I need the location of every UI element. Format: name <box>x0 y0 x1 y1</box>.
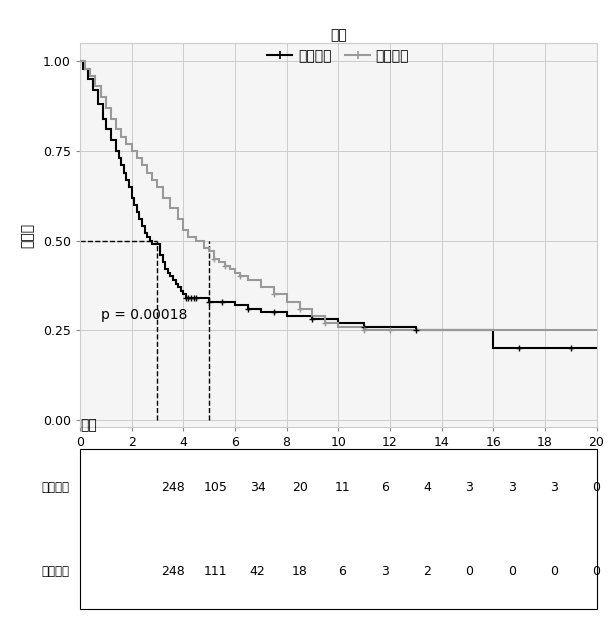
Text: 4: 4 <box>423 481 431 494</box>
Text: 3: 3 <box>550 481 558 494</box>
Text: 6: 6 <box>338 565 346 578</box>
Text: 0: 0 <box>508 565 516 578</box>
Text: 20: 20 <box>292 481 308 494</box>
Text: 3: 3 <box>381 565 389 578</box>
Y-axis label: 生存率: 生存率 <box>20 223 34 248</box>
Text: p = 0.00018: p = 0.00018 <box>101 309 187 322</box>
Text: 105: 105 <box>204 481 227 494</box>
Text: 248: 248 <box>161 565 185 578</box>
Text: 2: 2 <box>423 565 431 578</box>
Text: 11: 11 <box>335 481 351 494</box>
Text: 42: 42 <box>250 565 266 578</box>
Text: 0: 0 <box>466 565 474 578</box>
Text: 0: 0 <box>592 565 601 578</box>
Text: 18: 18 <box>292 565 308 578</box>
Text: 0: 0 <box>592 481 601 494</box>
Text: 34: 34 <box>250 481 266 494</box>
Text: 248: 248 <box>161 481 185 494</box>
Text: 6: 6 <box>381 481 389 494</box>
Text: 111: 111 <box>204 565 227 578</box>
Text: 0: 0 <box>550 565 558 578</box>
X-axis label: 时间(年): 时间(年) <box>320 455 356 469</box>
Legend: 高风险组, 低风险组: 高风险组, 低风险组 <box>262 22 415 68</box>
Text: 低风险组: 低风险组 <box>42 565 69 578</box>
Text: 3: 3 <box>466 481 474 494</box>
Text: 高风险组: 高风险组 <box>42 481 69 494</box>
FancyBboxPatch shape <box>80 449 597 609</box>
Text: 3: 3 <box>508 481 516 494</box>
Text: 数量: 数量 <box>80 419 97 432</box>
